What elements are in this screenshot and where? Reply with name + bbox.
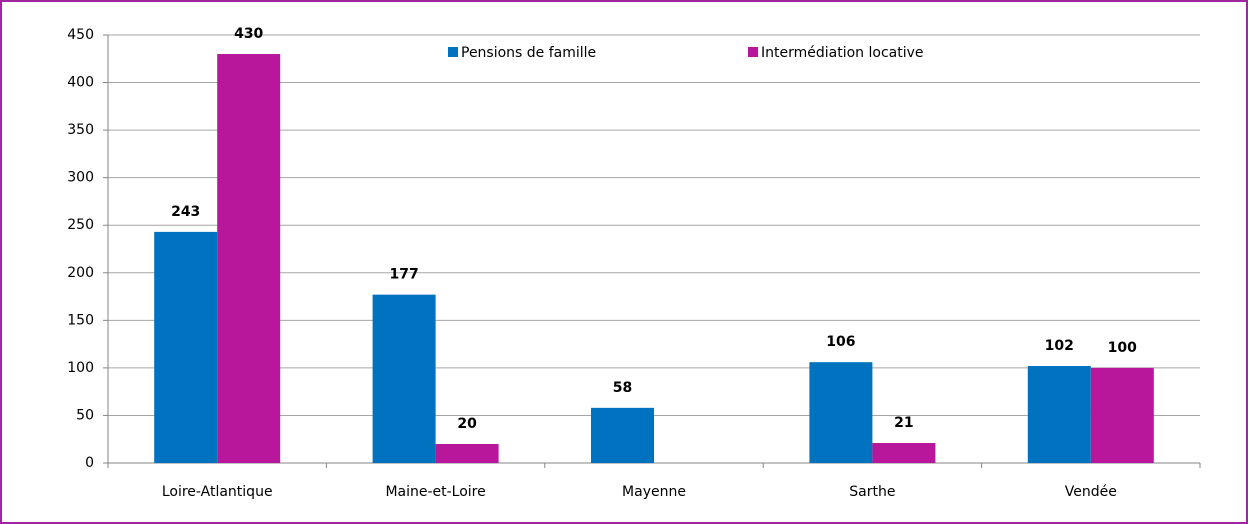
x-tick-label: Maine-et-Loire (385, 484, 485, 500)
value-label: 430 (234, 26, 263, 42)
y-tick-label: 400 (67, 75, 94, 91)
bar (809, 362, 873, 463)
value-label: 102 (1045, 338, 1074, 354)
bar (372, 294, 436, 463)
value-label: 21 (894, 415, 913, 431)
value-label: 106 (826, 334, 855, 350)
value-label: 100 (1108, 340, 1137, 356)
y-tick-label: 250 (67, 217, 94, 233)
bar (1090, 367, 1154, 463)
y-tick-label: 50 (76, 407, 94, 423)
y-tick-label: 200 (67, 265, 94, 281)
bar (591, 407, 654, 463)
x-tick-label: Vendée (1065, 484, 1117, 500)
legend-swatch (748, 47, 758, 57)
value-label: 243 (171, 204, 200, 220)
x-tick-label: Loire-Atlantique (162, 484, 273, 500)
y-tick-label: 350 (67, 122, 94, 138)
value-label: 58 (613, 380, 632, 396)
y-tick-label: 0 (85, 455, 94, 471)
bar (154, 231, 218, 463)
y-tick-label: 150 (67, 312, 94, 328)
legend-label: Pensions de famille (461, 45, 596, 61)
bar (435, 443, 499, 463)
value-label: 20 (457, 416, 477, 432)
bar (872, 443, 936, 463)
y-tick-label: 450 (67, 27, 94, 43)
x-tick-label: Sarthe (849, 484, 895, 500)
y-tick-label: 100 (67, 360, 94, 376)
value-label: 177 (389, 267, 418, 283)
y-tick-label: 300 (67, 170, 94, 186)
bar (1027, 365, 1091, 463)
bar (217, 54, 281, 464)
legend-swatch (448, 47, 458, 57)
x-tick-label: Mayenne (622, 484, 686, 500)
legend-label: Intermédiation locative (761, 45, 924, 61)
